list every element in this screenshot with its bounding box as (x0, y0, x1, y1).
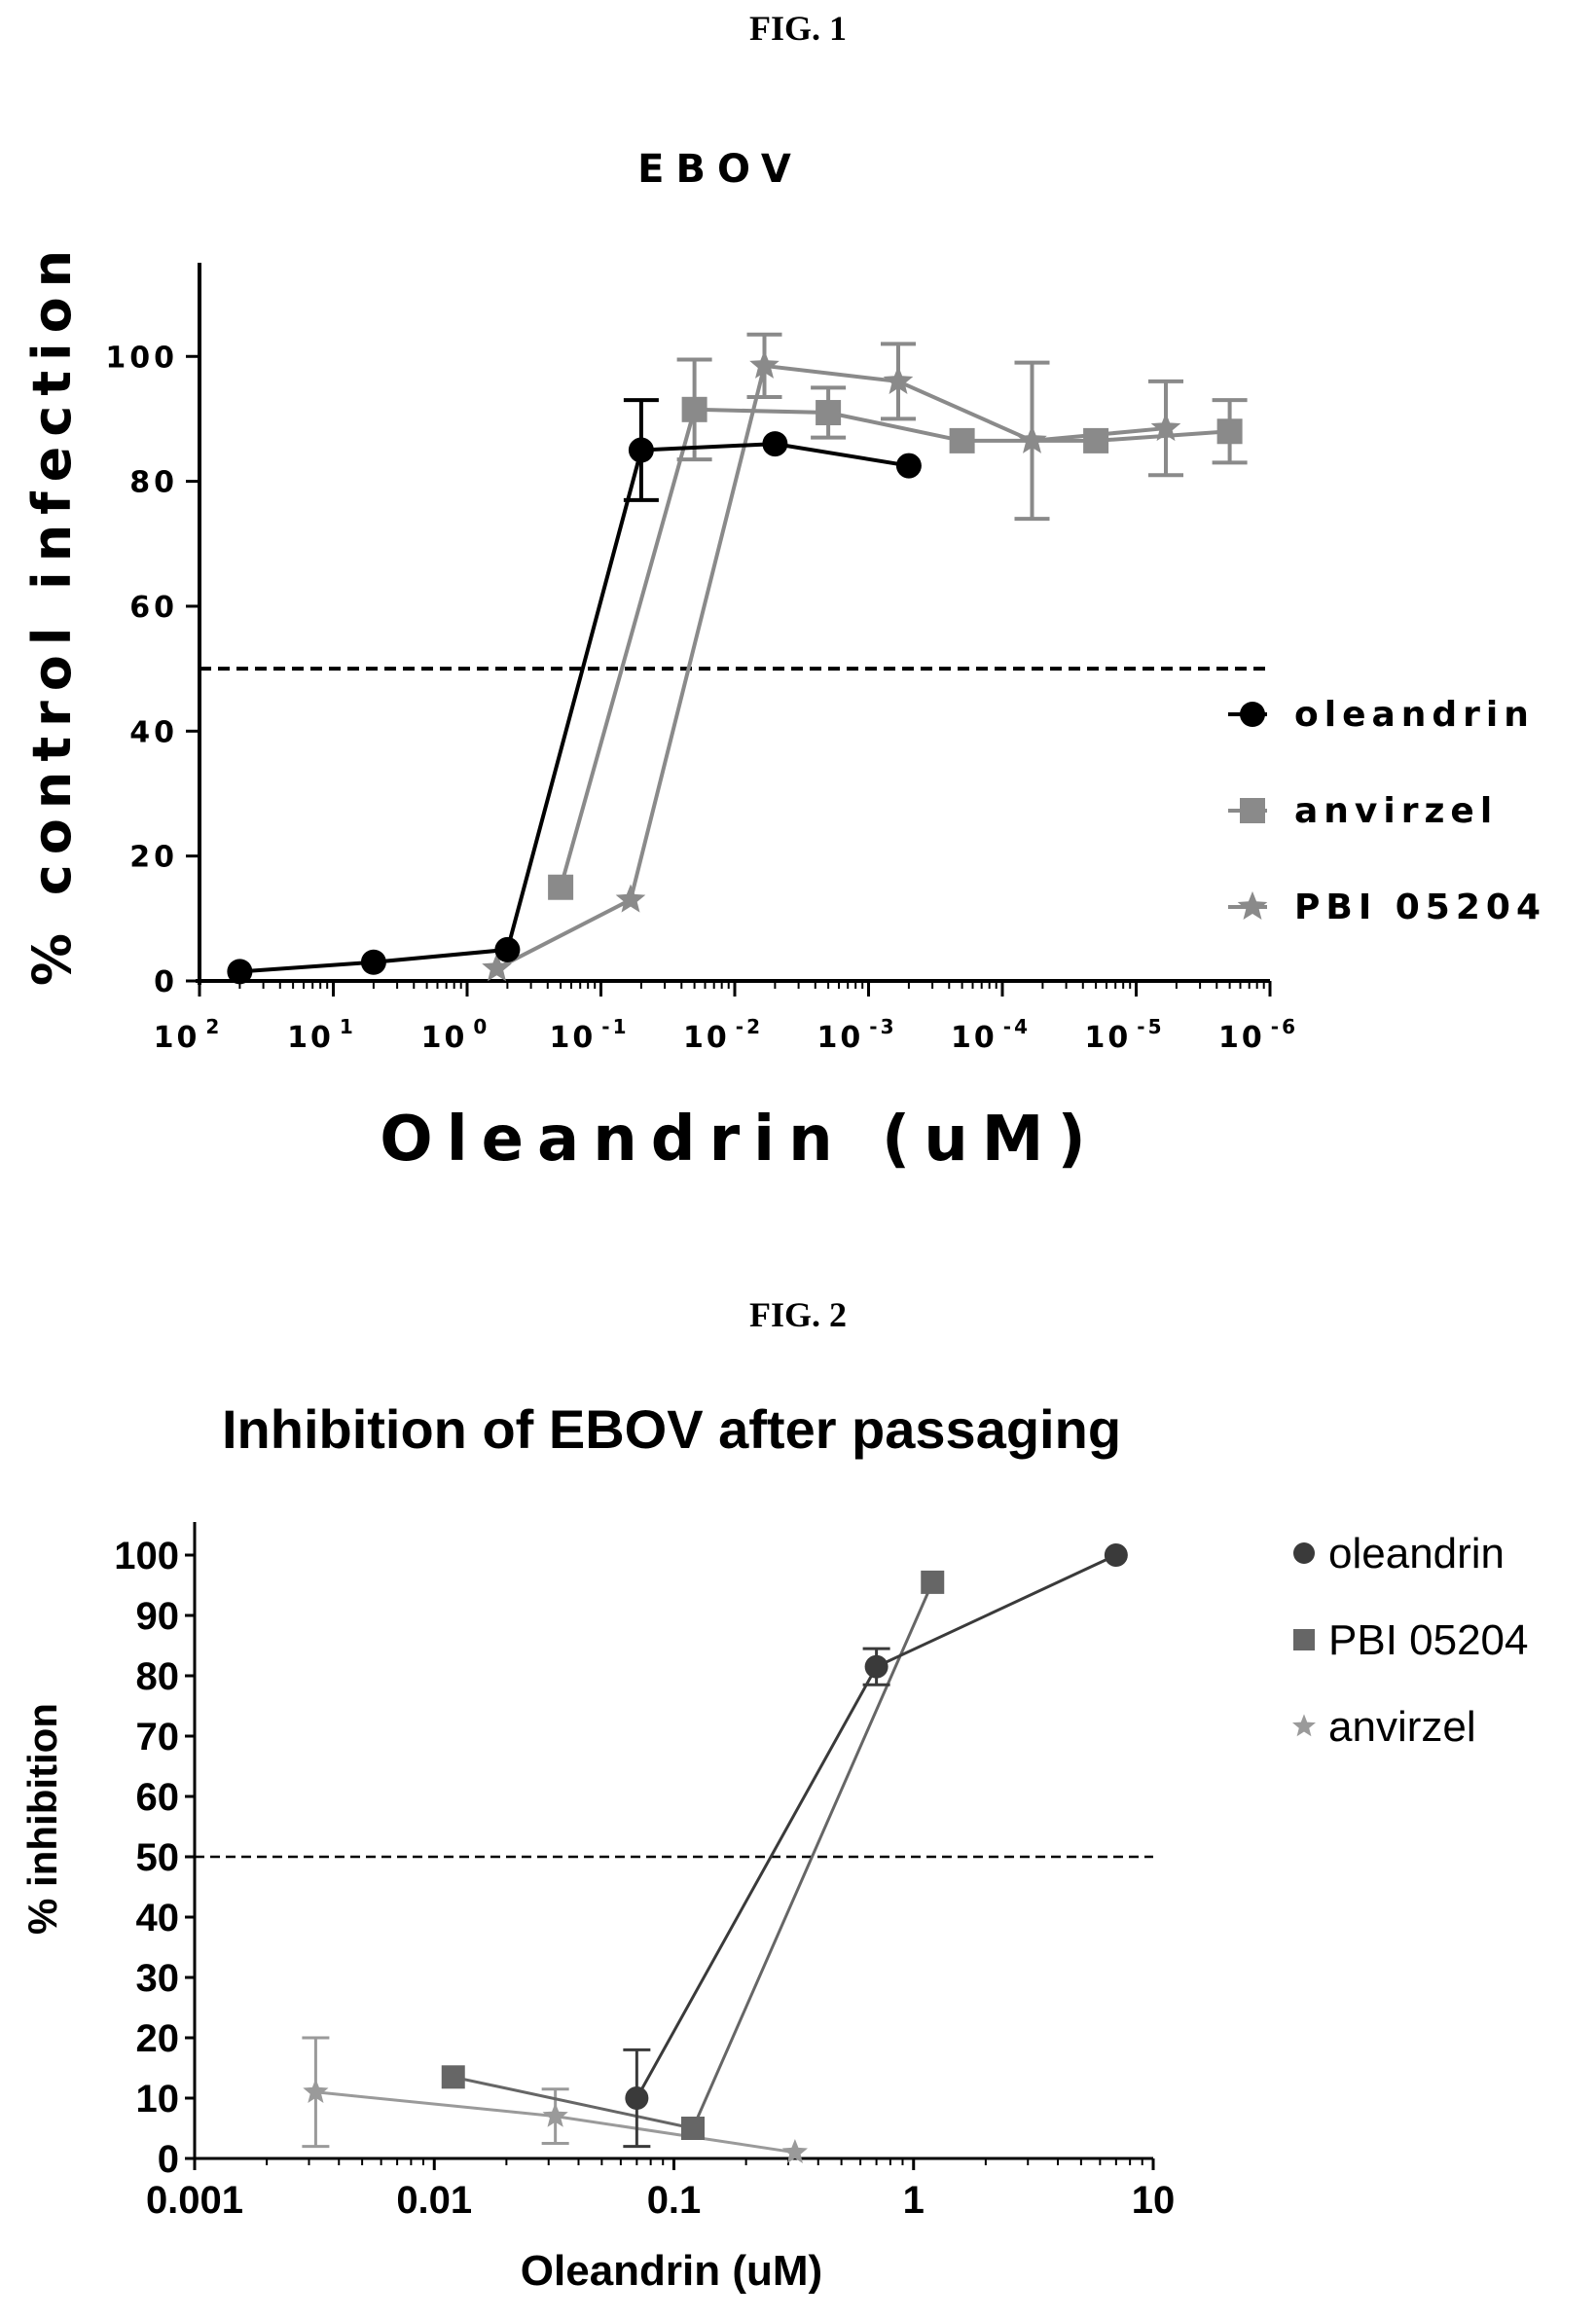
series-line-pbi-05204 (453, 1582, 932, 2128)
series-line-oleandrin (239, 444, 909, 971)
y-tick-label: 100 (114, 1535, 179, 1577)
legend-label: anvirzel (1328, 1703, 1476, 1751)
x-tick-label: 0.001 (146, 2179, 243, 2222)
x-tick-label: 10-3 (817, 1015, 897, 1055)
legend-label: PBI 05204 (1328, 1616, 1529, 1664)
x-axis-label: Oleandrin (uM) (521, 2247, 822, 2295)
data-point-circle (625, 2086, 648, 2110)
x-tick-label: 101 (287, 1015, 356, 1055)
y-tick-label: 70 (136, 1716, 180, 1758)
legend-label: oleandrin (1328, 1530, 1505, 1577)
legend-marker-triangle (1238, 891, 1268, 920)
figure-2-label: FIG. 2 (0, 1294, 1596, 1335)
data-point-square (816, 400, 841, 425)
data-point-circle (1105, 1543, 1128, 1567)
y-axis-label: % inhibition (19, 1703, 65, 1935)
y-tick-label: 40 (129, 715, 178, 749)
x-tick-label: 10-4 (951, 1015, 1031, 1055)
data-point-square (1217, 418, 1243, 444)
data-point-square (681, 2117, 705, 2140)
series-line-anvirzel (561, 410, 1230, 888)
series-line-oleandrin (636, 1555, 1115, 2098)
y-tick-label: 60 (136, 1776, 180, 1819)
data-point-square (682, 397, 707, 422)
data-point-square (1083, 428, 1108, 453)
chart-2: Inhibition of EBOV after passaging 0 10 20 3… (0, 1347, 1596, 2320)
legend-marker-circle (1240, 702, 1265, 727)
legend-marker-triangle (1292, 1714, 1316, 1736)
x-tick-label: 100 (421, 1015, 490, 1055)
data-point-circle (361, 950, 386, 975)
x-tick-label: 10-5 (1085, 1015, 1165, 1055)
data-point-square (921, 1571, 944, 1594)
legend-marker-square (1240, 798, 1265, 823)
x-tick-label: 10-2 (683, 1015, 763, 1055)
y-tick-label: 60 (129, 591, 178, 625)
y-tick-label: 80 (136, 1655, 180, 1698)
legend-label: anvirzel (1294, 791, 1498, 831)
y-tick-label: 20 (136, 2017, 180, 2060)
data-point-circle (227, 959, 252, 984)
legend-marker-circle (1293, 1542, 1315, 1564)
chart-1: EBOV 0 20 40 60 80 100 102 101 100 10-1 10-2 10-3 10-… (0, 0, 1596, 1168)
y-tick-label: 100 (105, 341, 178, 375)
x-tick-label: 0.1 (647, 2179, 702, 2222)
data-point-triangle (616, 885, 646, 913)
data-point-circle (762, 431, 787, 456)
data-point-circle (494, 937, 520, 962)
x-tick-label: 10-1 (550, 1015, 630, 1055)
data-point-square (548, 875, 573, 900)
x-tick-label: 0.01 (396, 2179, 472, 2222)
legend-label: PBI 05204 (1294, 888, 1546, 927)
data-point-circle (896, 453, 922, 479)
y-tick-label: 0 (158, 2138, 179, 2181)
data-point-square (442, 2065, 465, 2088)
y-tick-label: 50 (136, 1836, 180, 1879)
x-tick-label: 10-6 (1218, 1015, 1298, 1055)
y-tick-label: 80 (129, 466, 178, 500)
x-tick-label: 102 (154, 1015, 223, 1055)
y-tick-label: 0 (154, 965, 178, 999)
data-point-circle (865, 1655, 889, 1679)
x-axis-label: Oleandrin (uM) (380, 1104, 1099, 1176)
y-tick-label: 20 (129, 841, 178, 875)
y-tick-label: 30 (136, 1957, 180, 2000)
x-tick-label: 1 (903, 2179, 925, 2222)
chart-title: Inhibition of EBOV after passaging (222, 1398, 1121, 1460)
legend-label: oleandrin (1294, 695, 1535, 735)
x-tick-label: 10 (1132, 2179, 1176, 2222)
data-point-square (950, 428, 975, 453)
legend-marker-square (1293, 1629, 1315, 1650)
y-tick-label: 10 (136, 2078, 180, 2121)
y-tick-label: 40 (136, 1897, 180, 1939)
y-tick-label: 90 (136, 1595, 180, 1638)
data-point-circle (629, 438, 654, 463)
chart-title: EBOV (637, 147, 803, 192)
y-axis-label: % control infection (21, 240, 83, 986)
